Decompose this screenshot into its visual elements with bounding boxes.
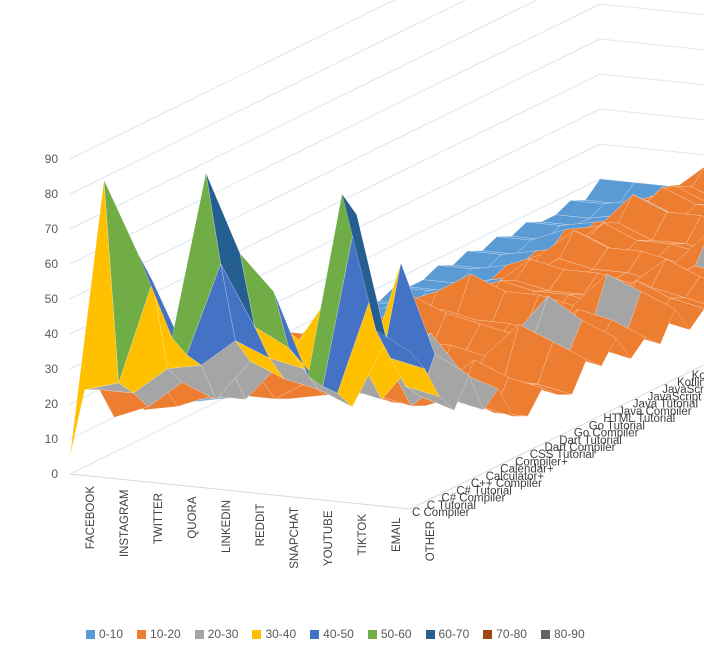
z-tick-label: 90 [45, 152, 59, 166]
legend-label: 10-20 [150, 627, 181, 641]
z-tick-label: 10 [45, 432, 59, 446]
gridline-60 [69, 3, 704, 265]
legend-swatch [137, 629, 147, 639]
legend-item: 20-30 [194, 627, 239, 641]
legend-item: 0-10 [86, 627, 123, 641]
legend-swatch [86, 629, 95, 639]
x-tick-label: TIKTOK [357, 514, 369, 556]
legend-label: 20-30 [207, 627, 239, 641]
surface-cell-linkedin-33 [691, 168, 704, 194]
x-tick-label: QUORA [187, 496, 199, 539]
z-tick-label: 30 [45, 362, 59, 376]
surface-cell-tiktok-24 [695, 244, 704, 269]
legend-item: 10-20 [137, 627, 181, 641]
y-tick-label: Kotlin Tutorial [692, 370, 704, 382]
y-tick-label: C Compiler [412, 507, 470, 519]
y-tick-label: Kotlin Compiler [677, 377, 704, 389]
y-tick-label: Calendar+ [500, 464, 554, 476]
y-tick-label: Go Tutorial [589, 420, 645, 432]
legend-item: 60-70 [425, 627, 470, 641]
legend-label: 70-80 [496, 627, 527, 641]
y-tick-label: HTML Tutorial [603, 413, 675, 425]
x-axis-labels: FACEBOOK INSTAGRAM TWITTER QUORA LINKEDIN RED… [85, 486, 437, 569]
y-tick-label: Dart Compiler [545, 442, 616, 454]
legend-label: 80-90 [553, 627, 585, 641]
y-tick-label: Compiler+ [515, 456, 568, 468]
y-tick-label: CSS Tutorial [530, 449, 595, 461]
x-tick-label: SNAPCHAT [289, 507, 301, 569]
x-tick-label: YOUTUBE [323, 510, 335, 566]
legend-swatch [425, 629, 435, 639]
z-tick-label: 70 [45, 222, 59, 236]
y-tick-label: Go Compiler [574, 428, 639, 440]
gridline-50 [69, 38, 704, 300]
y-tick-label: Calculator+ [486, 471, 545, 483]
x-tick-label: INSTAGRAM [119, 490, 131, 558]
y-tick-label: Java Compiler [618, 406, 692, 418]
gridline-70 [69, 0, 538, 230]
z-tick-label: 40 [45, 327, 59, 341]
gridline-80 [69, 0, 467, 195]
y-tick-label: C# Compiler [441, 493, 505, 505]
x-tick-label: TWITTER [153, 493, 165, 544]
legend-swatch [310, 629, 320, 639]
surface-cell-email-21 [684, 276, 704, 304]
gridline-90 [69, 0, 396, 160]
y-tick-label: Java Tutorial [633, 399, 698, 411]
y-tick-label: C++ Compiler [471, 478, 542, 490]
legend-swatch [540, 629, 550, 639]
x-tick-label: FACEBOOK [85, 486, 97, 550]
x-tick-label: OTHER [425, 521, 437, 561]
z-tick-label: 50 [45, 292, 59, 306]
y-tick-label: Dart Tutorial [559, 435, 622, 447]
z-tick-label: 60 [45, 257, 59, 271]
x-tick-label: LINKEDIN [221, 500, 233, 553]
legend-item: 30-40 [252, 627, 296, 641]
x-tick-label: EMAIL [391, 517, 403, 552]
surface-cell-email-0 [375, 329, 426, 370]
y-tick-label: JavaScript Tutorial [662, 384, 704, 396]
y-tick-label: JavaScript Compiler [648, 391, 704, 403]
legend-item: 70-80 [483, 627, 527, 641]
surface [69, 167, 704, 457]
floor-edge [69, 364, 704, 510]
z-axis-ticks: 0 10 20 30 40 50 60 70 80 90 [45, 152, 59, 481]
legend-label: 0-10 [99, 627, 124, 641]
legend-swatch [483, 629, 493, 639]
legend-swatch [194, 629, 204, 639]
z-tick-label: 80 [45, 187, 59, 201]
z-tick-label: 0 [51, 467, 58, 481]
legend-item: 40-50 [310, 627, 354, 641]
legend-swatch [252, 629, 262, 639]
legend-label: 40-50 [323, 627, 354, 641]
legend: 0-10 10-20 20-30 30-40 40-50 50-60 60-70 70-80 8… [86, 627, 585, 641]
legend-label: 50-60 [380, 627, 412, 641]
legend-swatch [367, 629, 377, 639]
x-tick-label: REDDIT [255, 504, 267, 547]
legend-label: 30-40 [265, 627, 297, 641]
legend-item: 50-60 [367, 627, 412, 641]
y-tick-label: C Tutorial [427, 500, 476, 512]
legend-item: 80-90 [540, 627, 585, 641]
y-tick-label: C# Tutorial [456, 485, 512, 497]
legend-label: 60-70 [438, 627, 470, 641]
z-tick-label: 20 [45, 397, 59, 411]
gridline-40 [69, 73, 704, 335]
